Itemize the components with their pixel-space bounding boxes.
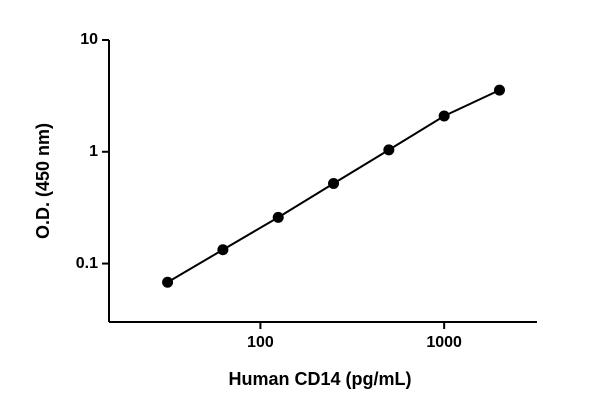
point [162, 276, 174, 288]
point [217, 244, 229, 256]
x-axis-title: Human CD14 (pg/mL) [228, 369, 411, 389]
y-axis-title: O.D. (450 nm) [33, 123, 53, 239]
y-tick-label: 0.1 [76, 255, 98, 272]
y-tick-label: 10 [80, 31, 98, 48]
point [438, 110, 450, 122]
point [328, 178, 340, 190]
x-tick-label: 100 [247, 334, 274, 351]
point [272, 211, 284, 223]
point [493, 84, 505, 96]
point [383, 144, 395, 156]
y-tick-label: 1 [89, 143, 98, 160]
x-tick-label: 1000 [426, 334, 462, 351]
